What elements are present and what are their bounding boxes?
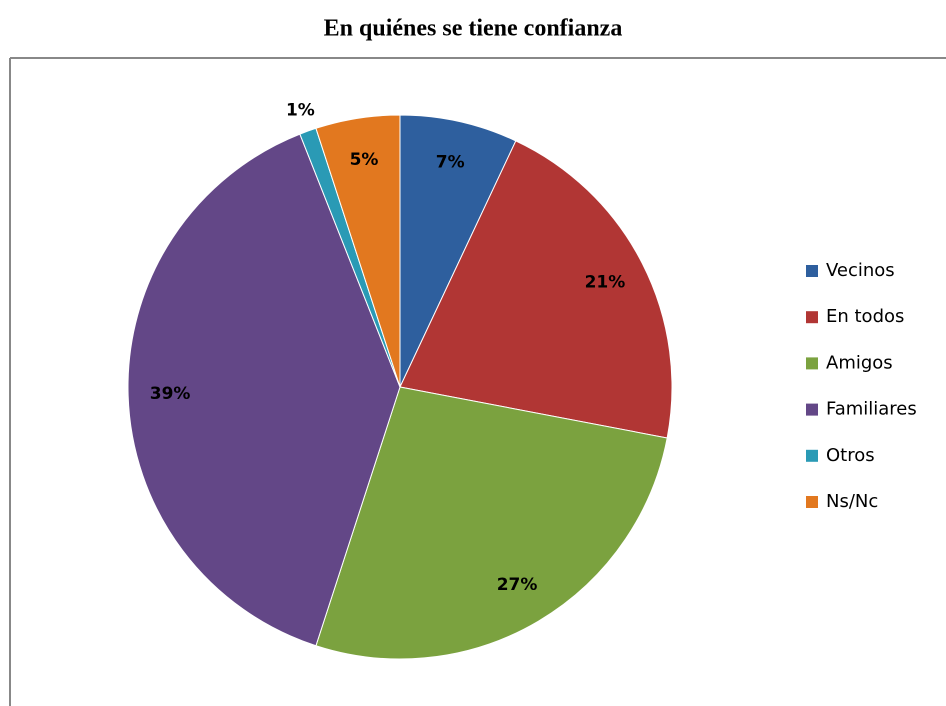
data-label: 21% <box>585 273 626 293</box>
data-label: 27% <box>497 575 538 595</box>
pie-slice <box>399 114 517 388</box>
legend-label: Otros <box>826 445 875 466</box>
legend-label: En todos <box>826 306 904 327</box>
legend-label: Vecinos <box>826 260 895 281</box>
pie-slice <box>127 133 401 647</box>
legend-swatch <box>806 357 818 370</box>
legend-swatch <box>806 449 818 462</box>
data-label: 5% <box>350 150 379 170</box>
legend-label: Amigos <box>826 352 893 373</box>
legend-swatch <box>806 403 818 416</box>
data-label: 39% <box>150 384 191 404</box>
legend-swatch <box>806 311 818 324</box>
data-label: 7% <box>436 153 465 173</box>
pie-slice <box>315 386 668 660</box>
legend-label: Ns/Nc <box>826 491 878 512</box>
pie-slice <box>315 114 401 388</box>
pie-slice <box>399 140 673 439</box>
legend-swatch <box>806 265 818 277</box>
legend-label: Familiares <box>826 399 917 420</box>
data-label: 1% <box>286 100 315 120</box>
legend-swatch <box>806 496 818 508</box>
chart-title: En quiénes se tiene confianza <box>324 16 623 42</box>
